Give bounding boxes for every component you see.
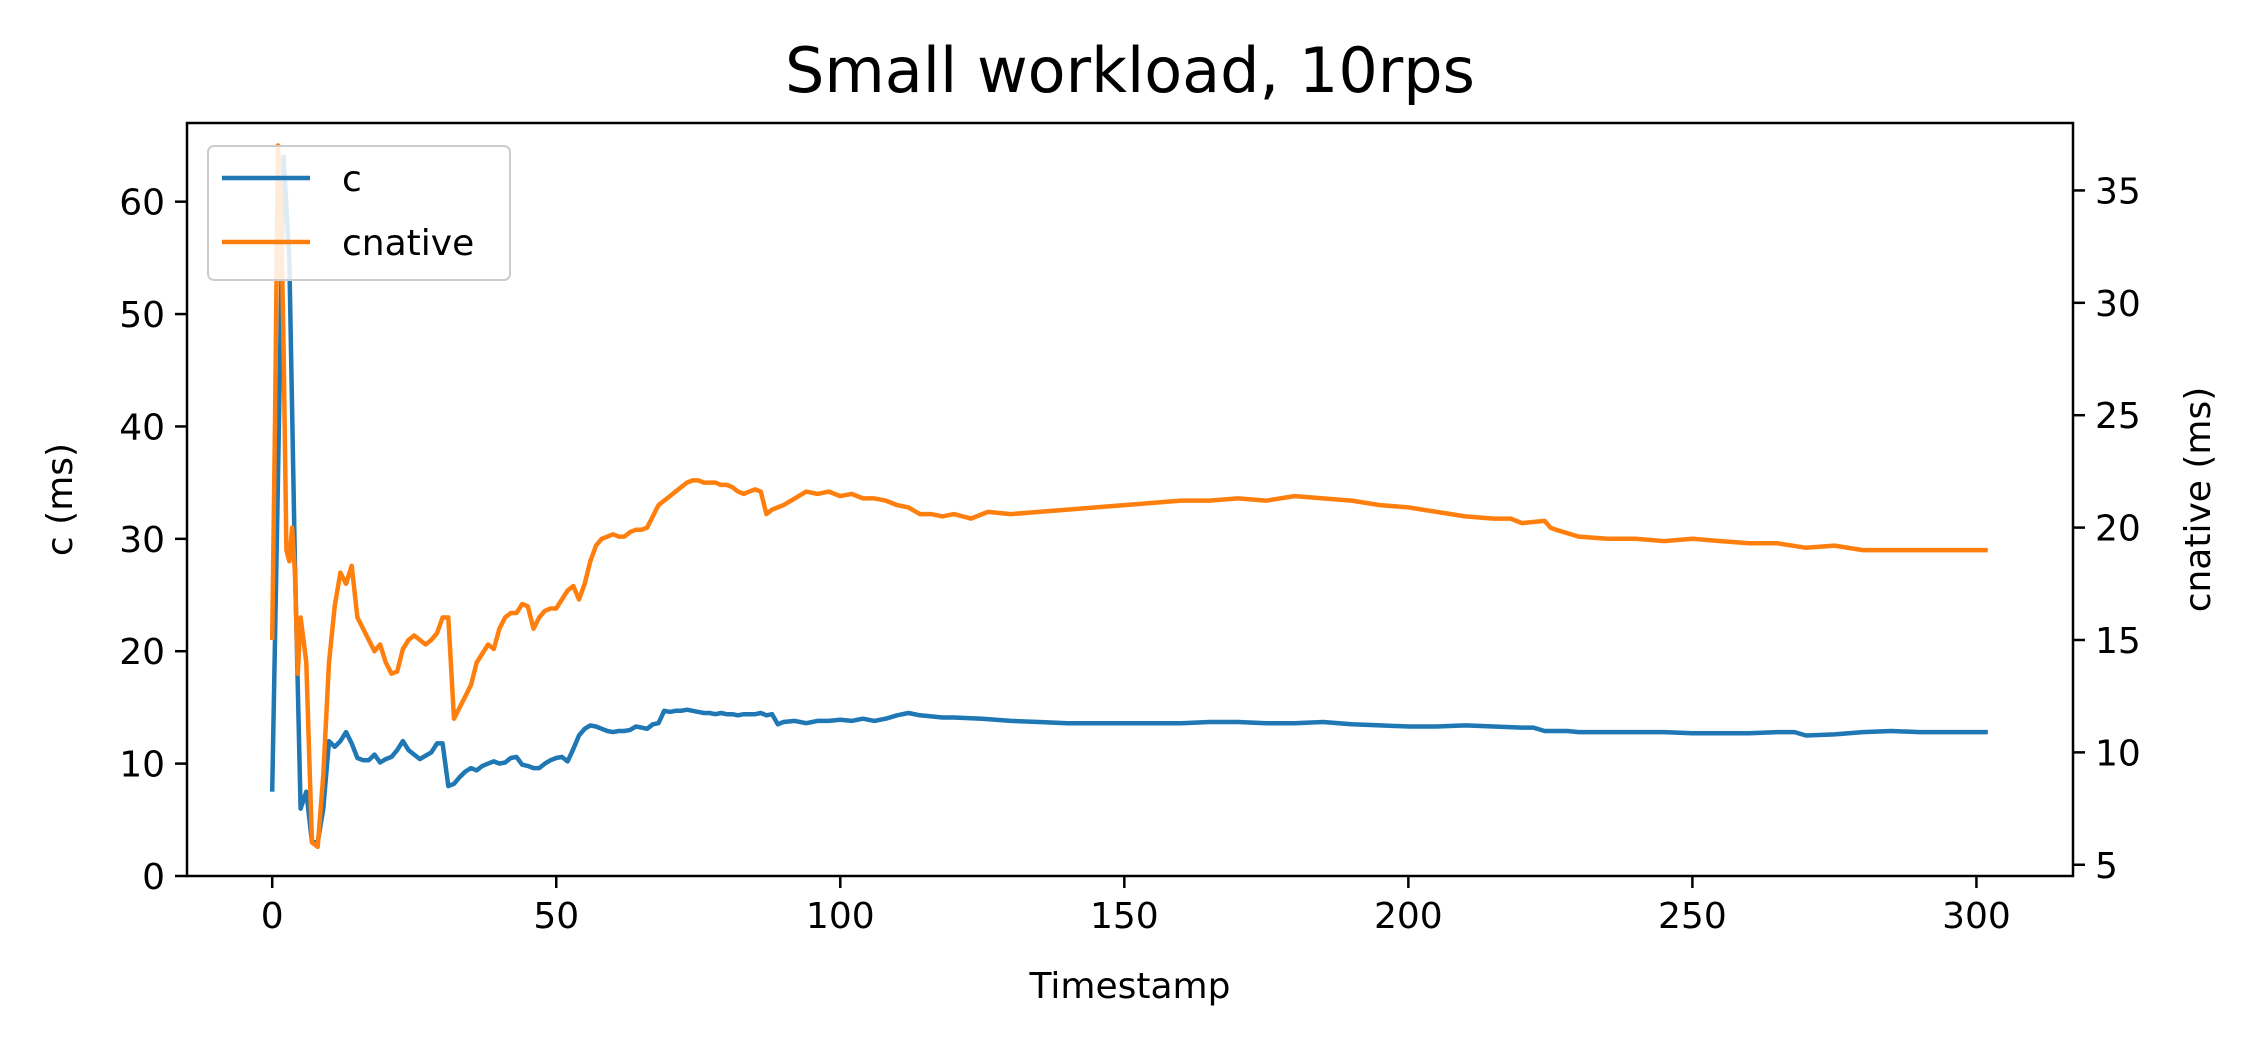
left-y-tick-label: 20: [119, 632, 165, 673]
right-y-axis-label: cnative (ms): [2178, 387, 2219, 613]
right-y-tick-label: 10: [2095, 733, 2141, 774]
x-tick-label: 300: [1942, 896, 2011, 937]
right-y-tick-label: 35: [2095, 171, 2141, 212]
left-y-tick-label: 0: [142, 857, 165, 898]
left-y-axis-ticks: 0 10 20 30 40 50 60: [119, 183, 187, 898]
legend-label-c: c: [342, 159, 362, 200]
left-y-tick-label: 60: [119, 183, 165, 224]
right-y-tick-label: 20: [2095, 509, 2141, 550]
right-y-tick-label: 15: [2095, 621, 2141, 662]
legend-label-cnative: cnative: [342, 223, 474, 264]
x-tick-label: 0: [261, 896, 284, 937]
left-y-tick-label: 10: [119, 745, 165, 786]
legend: c cnative: [207, 145, 511, 281]
right-y-tick-label: 5: [2095, 846, 2118, 887]
x-axis-ticks: 0 50 100 150 200 250 300: [261, 876, 2011, 937]
series-line-cnative: [269, 143, 1988, 850]
left-y-tick-label: 50: [119, 295, 165, 336]
plot-frame: [185, 121, 2075, 878]
left-y-tick-label: 40: [119, 407, 165, 448]
left-y-axis-label: c (ms): [40, 443, 81, 556]
x-tick-label: 150: [1090, 896, 1159, 937]
x-tick-label: 200: [1374, 896, 1443, 937]
right-y-axis-ticks: 5 10 15 20 25 30 35: [2073, 171, 2141, 887]
chart-title: Small workload, 10rps: [785, 34, 1475, 107]
x-axis-label: Timestamp: [1029, 966, 1231, 1007]
series-layer: [269, 143, 1988, 850]
series-line-c: [269, 154, 1988, 845]
left-y-tick-label: 30: [119, 520, 165, 561]
right-y-tick-label: 30: [2095, 284, 2141, 325]
x-tick-label: 100: [806, 896, 875, 937]
x-tick-label: 250: [1658, 896, 1727, 937]
right-y-tick-label: 25: [2095, 396, 2141, 437]
x-tick-label: 50: [533, 896, 579, 937]
